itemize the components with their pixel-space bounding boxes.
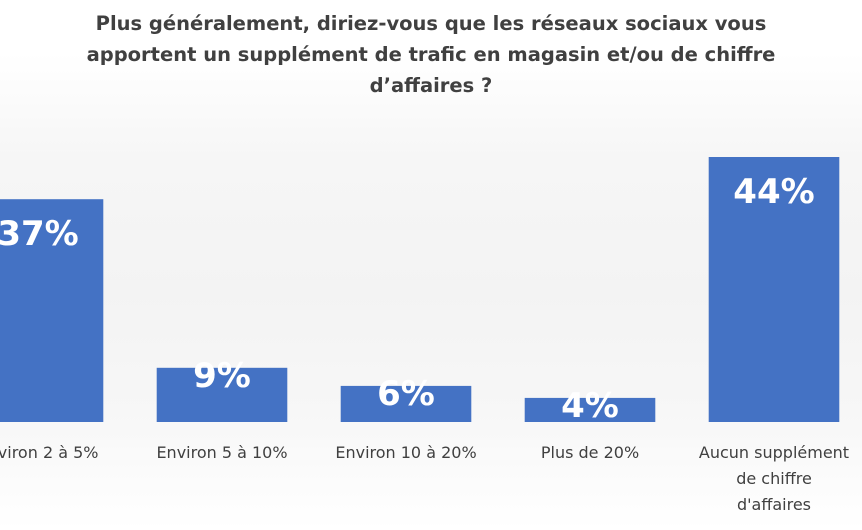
chart-title: Plus généralement, diriez-vous que les r…: [40, 8, 822, 101]
category-label-3: Environ 10 à 20%: [335, 443, 476, 462]
value-label-5: 44%: [733, 172, 814, 212]
bar-3: [340, 385, 472, 422]
category-label-4: Plus de 20%: [541, 443, 639, 462]
bar-2: [156, 367, 288, 422]
category-label-1: Environ 2 à 5%: [0, 443, 98, 462]
category-label-2: Environ 5 à 10%: [156, 443, 287, 462]
bar-4: [524, 397, 656, 422]
chart-title-line-3: d’affaires ?: [369, 74, 493, 97]
value-label-1: 37%: [0, 214, 79, 254]
value-label-4: 4%: [561, 386, 619, 426]
category-label-5: Aucun supplément de chiffre d'affaires: [699, 443, 849, 514]
value-label-2: 9%: [193, 356, 251, 396]
bar-5: [708, 157, 840, 422]
chart-title-line-1: Plus généralement, diriez-vous que les r…: [95, 12, 767, 35]
chart-title-line-2: apportent un supplément de trafic en mag…: [86, 43, 776, 66]
value-label-3: 6%: [377, 374, 435, 414]
bar-1: [0, 199, 104, 422]
